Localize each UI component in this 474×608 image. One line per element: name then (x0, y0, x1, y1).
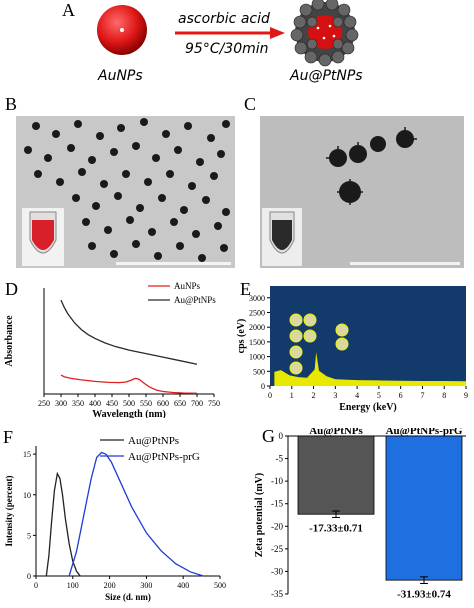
x-tick-label: 9 (464, 391, 468, 400)
x-tick-label: 650 (174, 399, 186, 408)
x-tick-label: 4 (355, 391, 359, 400)
y-tick-label: 10 (23, 491, 31, 500)
x-tick-label: 700 (191, 399, 203, 408)
tem-particles-b (22, 118, 231, 266)
y-tick-label: -5 (276, 454, 284, 464)
panel-letter-g: G (262, 426, 275, 446)
element-marker-4 (289, 361, 303, 375)
reagent-label: ascorbic acid (178, 11, 270, 27)
y-tick-label: -25 (271, 544, 283, 554)
value-label-2: -31.93±0.74 (397, 588, 451, 600)
plot-background (270, 286, 466, 386)
y-tick-label: 0 (279, 431, 284, 441)
x-tick-label: 600 (157, 399, 169, 408)
panel-letter-c: C (244, 94, 257, 114)
x-tick-label: 250 (38, 399, 50, 408)
x-tick-label: 5 (377, 391, 381, 400)
bar-2 (385, 435, 463, 581)
y-tick-label: -20 (271, 521, 283, 531)
y-tick-label: 0 (27, 572, 31, 581)
y-tick-label: 2500 (249, 308, 265, 317)
chart-d-uv-vis: 250 300 350 400 450 500 550 600 650 700 750 Wavelen… (4, 281, 220, 418)
y-tick-label: 5 (27, 531, 31, 540)
x-tick-label: 1 (290, 391, 294, 400)
y-tick-label: -30 (271, 566, 283, 576)
legend-label-2: Au@PtNPs (174, 295, 216, 305)
tem-image-au-ptnps (260, 116, 464, 268)
x-tick-label: 2 (312, 391, 316, 400)
tem-image-aunps (16, 116, 235, 268)
y-tick-label: -35 (271, 589, 283, 599)
y-tick-label: 500 (253, 367, 265, 376)
x-tick-label: 400 (89, 399, 101, 408)
aunps-label: AuNPs (98, 68, 143, 84)
y-axis-label: Intensity (percent) (4, 475, 14, 546)
x-tick-label: 450 (106, 399, 118, 408)
y-tick-label: 1000 (249, 353, 265, 362)
legend-label-1: AuNPs (174, 281, 201, 291)
y-axis-label: cps (eV) (236, 319, 247, 354)
series-line-1 (45, 471, 81, 577)
element-marker-3 (289, 345, 303, 359)
legend-label-2: Au@PtNPs-prG (128, 451, 200, 463)
element-marker-7 (335, 323, 349, 337)
tem-particles-c (262, 127, 460, 266)
x-tick-label: 300 (55, 399, 67, 408)
x-axis-label: Energy (keV) (339, 402, 397, 413)
reaction-arrow-icon (270, 27, 285, 39)
value-label-1: -17.33±0.71 (309, 522, 363, 534)
panel-letter-f: F (3, 427, 14, 447)
y-tick-label: -10 (271, 476, 283, 486)
series-line-1 (60, 374, 198, 394)
x-tick-label: 0 (34, 581, 38, 590)
category-label-2: Au@PtNPs-prG (386, 428, 463, 437)
element-marker-5 (303, 313, 317, 327)
y-tick-label: 3000 (249, 294, 265, 303)
chart-f-dls: 0 100 200 300 400 500 0 5 10 15 Size (d. nm) Intens… (4, 435, 226, 602)
x-tick-label: 750 (208, 399, 220, 408)
y-axis-label: Zeta potential (mV) (254, 473, 265, 557)
element-marker-2 (289, 329, 303, 343)
x-tick-label: 6 (399, 391, 403, 400)
x-tick-label: 0 (268, 391, 272, 400)
x-tick-label: 500 (214, 581, 226, 590)
x-tick-label: 3 (333, 391, 337, 400)
x-tick-label: 500 (123, 399, 135, 408)
y-tick-label: 15 (23, 450, 31, 459)
schematic-panel-a (97, 0, 359, 67)
element-marker-8 (335, 337, 349, 351)
element-marker-6 (303, 329, 317, 343)
y-tick-label: 1500 (249, 338, 265, 347)
x-tick-label: 8 (442, 391, 446, 400)
x-tick-label: 300 (140, 581, 152, 590)
condition-label: 95°C/30min (185, 41, 269, 57)
y-axis-label: Absorbance (4, 315, 15, 367)
panel-letter-e: E (240, 279, 251, 299)
x-axis-label: Size (d. nm) (105, 592, 151, 602)
element-marker-1 (289, 313, 303, 327)
x-tick-label: 200 (104, 581, 116, 590)
bar-1 (297, 435, 375, 515)
x-tick-label: 400 (177, 581, 189, 590)
panel-letter-a: A (62, 0, 75, 20)
x-tick-label: 7 (420, 391, 424, 400)
category-label-1: Au@PtNPs (309, 428, 363, 437)
au-ptnps-label: Au@PtNPs (290, 68, 363, 84)
panel-letter-d: D (5, 279, 18, 299)
spectrum-area (274, 352, 466, 386)
au-pt-core-shell-icon (290, 0, 359, 67)
series-line-2 (60, 299, 198, 365)
series-line-2 (68, 451, 204, 577)
x-tick-label: 100 (67, 581, 79, 590)
chart-g-zeta: 0 -5 -10 -15 -20 -25 -30 -35 Zeta potential (mV)… (254, 428, 466, 600)
legend-label-1: Au@PtNPs (128, 435, 179, 447)
x-tick-label: 350 (72, 399, 84, 408)
x-tick-label: 550 (140, 399, 152, 408)
x-axis-label: Wavelength (nm) (92, 409, 166, 418)
y-tick-label: 2000 (249, 323, 265, 332)
y-tick-label: -15 (271, 499, 283, 509)
chart-e-eds: 0 500 1000 1500 2000 2500 3000 0 1 2 3 4 5 6 7 8 9 Energy… (236, 286, 468, 413)
y-tick-label: 0 (261, 382, 265, 391)
panel-letter-b: B (5, 94, 18, 114)
